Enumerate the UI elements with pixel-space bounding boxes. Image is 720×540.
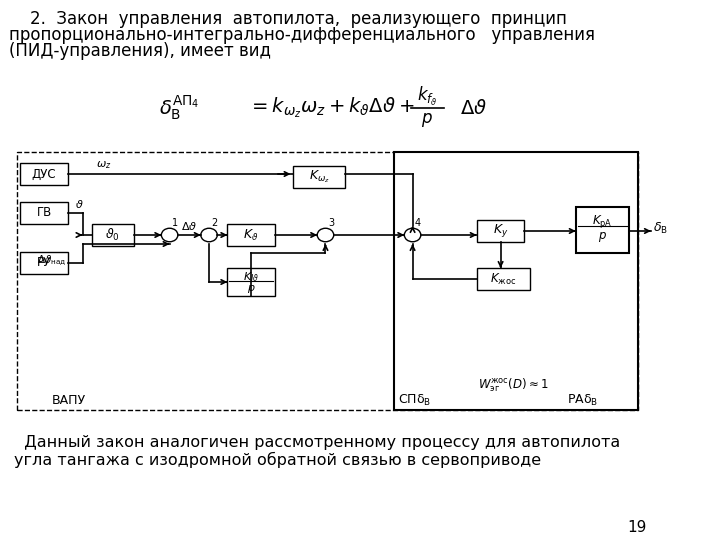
- Bar: [477, 220, 524, 242]
- Text: угла тангажа с изодромной обратной связью в сервоприводе: угла тангажа с изодромной обратной связь…: [14, 452, 541, 468]
- Text: $\delta_{\rm B}^{\rm АП_4}$: $\delta_{\rm B}^{\rm АП_4}$: [158, 93, 199, 123]
- Text: $K_{\omega_z}$: $K_{\omega_z}$: [309, 168, 330, 185]
- Text: 2.  Закон  управления  автопилота,  реализующего  принцип: 2. Закон управления автопилота, реализую…: [9, 10, 567, 28]
- Text: $= k_{\omega_z}\omega_z + k_{\vartheta}\Delta\vartheta +$: $= k_{\omega_z}\omega_z + k_{\vartheta}\…: [248, 96, 414, 120]
- Text: 19: 19: [627, 520, 647, 535]
- Text: $K_{\rm рА}$: $K_{\rm рА}$: [592, 213, 613, 231]
- Bar: [576, 207, 629, 253]
- Text: 4: 4: [415, 218, 421, 228]
- Circle shape: [405, 228, 420, 242]
- Text: $W_{\rm эг}^{\rm жос}(D)\approx 1$: $W_{\rm эг}^{\rm жос}(D)\approx 1$: [478, 376, 549, 394]
- Text: ВАПУ: ВАПУ: [52, 394, 86, 407]
- Text: ДУС: ДУС: [32, 167, 56, 180]
- Text: $\vartheta$: $\vartheta$: [75, 198, 84, 210]
- Bar: [477, 268, 530, 290]
- Bar: [438, 152, 638, 410]
- Circle shape: [201, 228, 217, 242]
- Text: ГВ: ГВ: [37, 206, 52, 219]
- Text: $\rm СП\delta_B$: $\rm СП\delta_B$: [397, 393, 431, 408]
- Text: $K_{\vartheta}$: $K_{\vartheta}$: [243, 227, 259, 242]
- Bar: [228, 224, 275, 246]
- Text: $\vartheta_0$: $\vartheta_0$: [105, 227, 120, 243]
- Text: (ПИД-управления), имеет вид: (ПИД-управления), имеет вид: [9, 42, 271, 60]
- Bar: [91, 224, 134, 246]
- Bar: [293, 166, 345, 188]
- Bar: [17, 152, 436, 410]
- Text: $\Delta\vartheta$: $\Delta\vartheta$: [181, 220, 197, 232]
- Text: $k_{f_\vartheta}$: $k_{f_\vartheta}$: [417, 84, 438, 107]
- Text: $K_y$: $K_y$: [493, 222, 508, 240]
- Text: $\Delta\vartheta$: $\Delta\vartheta$: [460, 98, 487, 118]
- Circle shape: [161, 228, 178, 242]
- Text: $p$: $p$: [598, 230, 607, 244]
- Bar: [228, 268, 275, 296]
- Text: 1: 1: [172, 218, 178, 228]
- Text: $p$: $p$: [421, 111, 433, 129]
- Circle shape: [318, 228, 334, 242]
- Bar: [20, 252, 68, 274]
- Text: пропорционально-интегрально-дифференциального   управления: пропорционально-интегрально-дифференциал…: [9, 26, 595, 44]
- Text: Данный закон аналогичен рассмотренному процессу для автопилота: Данный закон аналогичен рассмотренному п…: [14, 435, 620, 450]
- Text: $\rm РА\delta_B$: $\rm РА\delta_B$: [567, 393, 598, 408]
- Text: $\Delta\vartheta_{\rm над}$: $\Delta\vartheta_{\rm над}$: [37, 254, 66, 268]
- Text: 3: 3: [328, 218, 334, 228]
- Text: $p$: $p$: [247, 283, 256, 295]
- Text: РУ: РУ: [37, 256, 51, 269]
- Text: 2: 2: [212, 218, 217, 228]
- Text: $K_{\rm жос}$: $K_{\rm жос}$: [490, 272, 516, 287]
- Bar: [395, 152, 638, 410]
- Bar: [20, 202, 68, 224]
- Text: $\omega_z$: $\omega_z$: [96, 159, 112, 171]
- Text: $K_{I\vartheta}$: $K_{I\vartheta}$: [243, 270, 259, 284]
- Text: $\delta_{\rm B}$: $\delta_{\rm B}$: [653, 220, 668, 235]
- Bar: [20, 163, 68, 185]
